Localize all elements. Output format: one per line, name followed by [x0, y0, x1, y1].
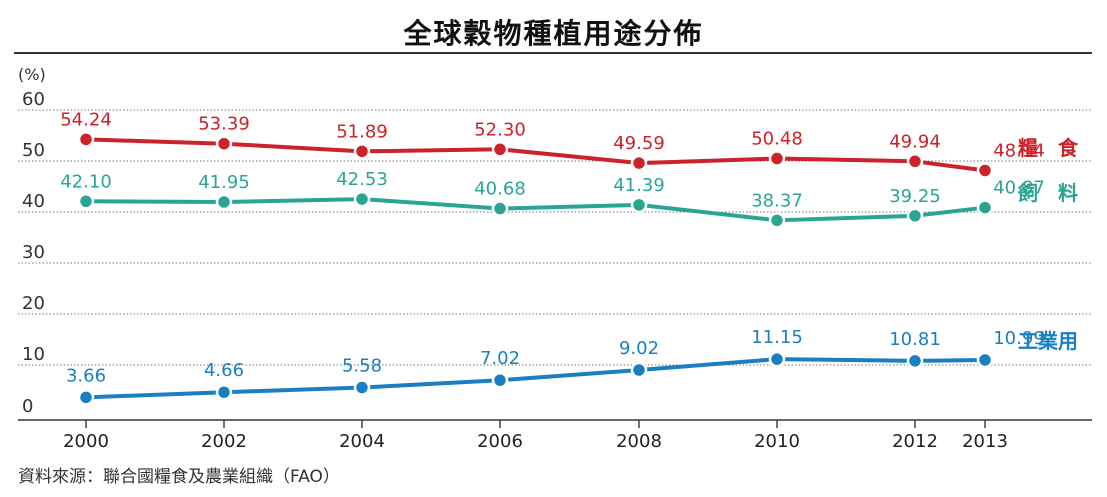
data-point-feed — [630, 196, 648, 214]
series-name-food: 糧 食 — [1018, 136, 1079, 160]
series-name-industrial: 工業用 — [1018, 329, 1078, 353]
data-label-industrial: 9.02 — [619, 338, 659, 359]
data-label-industrial: 5.58 — [342, 356, 382, 377]
data-label-industrial: 3.66 — [66, 365, 106, 386]
data-label-food: 52.30 — [474, 119, 526, 140]
x-tick-label: 2008 — [616, 431, 662, 452]
data-label-food: 48.14 — [993, 140, 1045, 161]
x-tick-label: 2013 — [962, 431, 1008, 452]
data-point-industrial — [768, 350, 786, 368]
data-point-food — [906, 153, 924, 170]
data-label-food: 49.94 — [889, 131, 941, 152]
data-label-food: 53.39 — [198, 114, 250, 135]
data-label-food: 51.89 — [336, 121, 388, 142]
y-axis-unit: (%) — [18, 65, 46, 84]
y-tick-label: 60 — [22, 89, 45, 110]
data-point-feed — [215, 193, 233, 211]
series-line-feed — [84, 197, 987, 223]
x-tick-label: 2006 — [477, 431, 523, 452]
data-point-industrial — [976, 351, 994, 369]
data-label-industrial: 11.15 — [751, 327, 803, 348]
data-point-industrial — [77, 389, 95, 406]
data-label-industrial: 7.02 — [480, 348, 520, 369]
x-tick-label: 2000 — [63, 431, 109, 452]
data-label-feed: 41.95 — [198, 172, 250, 193]
x-tick-label: 2010 — [754, 431, 800, 452]
data-label-feed: 40.87 — [993, 178, 1045, 199]
data-point-industrial — [215, 383, 233, 401]
data-label-feed: 40.68 — [474, 179, 526, 200]
data-label-food: 49.59 — [613, 133, 665, 154]
data-point-food — [491, 141, 509, 158]
chart-title: 全球穀物種植用途分佈 — [403, 17, 704, 50]
source-note: 資料來源：聯合國糧食及農業組織（FAO） — [18, 467, 340, 487]
data-label-feed: 42.10 — [60, 171, 112, 192]
series-line-food — [84, 137, 987, 173]
data-point-feed — [353, 190, 371, 208]
data-point-feed — [976, 199, 994, 216]
data-label-industrial: 10.81 — [889, 329, 941, 350]
y-tick-label: 50 — [22, 140, 45, 161]
data-point-food — [353, 143, 371, 160]
series-line-industrial — [84, 357, 987, 400]
y-tick-label: 0 — [22, 396, 33, 417]
x-tick-label: 2004 — [339, 431, 385, 452]
data-point-feed — [906, 207, 924, 225]
data-label-feed: 42.53 — [336, 169, 388, 190]
data-point-industrial — [906, 352, 924, 370]
y-tick-label: 10 — [22, 344, 45, 365]
x-tick-label: 2012 — [892, 431, 938, 452]
data-label-feed: 41.39 — [613, 175, 665, 196]
data-point-feed — [77, 193, 95, 210]
data-point-industrial — [630, 361, 648, 379]
data-point-food — [630, 154, 648, 172]
data-point-food — [215, 135, 233, 152]
data-label-feed: 39.25 — [889, 186, 941, 207]
title-rule — [14, 52, 1092, 54]
data-point-industrial — [353, 379, 371, 396]
data-label-feed: 38.37 — [751, 190, 803, 211]
data-point-feed — [768, 212, 786, 229]
series-name-feed: 飼 料 — [1017, 181, 1078, 205]
data-point-food — [976, 162, 994, 179]
data-label-food: 54.24 — [60, 109, 112, 130]
data-label-food: 50.48 — [751, 129, 803, 150]
x-tick-label: 2002 — [201, 431, 247, 452]
data-point-industrial — [491, 371, 509, 389]
y-tick-label: 30 — [22, 242, 45, 263]
data-label-industrial: 4.66 — [204, 360, 244, 381]
y-tick-label: 20 — [22, 293, 45, 314]
y-tick-label: 40 — [22, 191, 45, 212]
data-point-food — [768, 150, 786, 167]
data-point-feed — [491, 200, 509, 217]
data-label-industrial: 10.99 — [993, 328, 1045, 349]
data-point-food — [77, 131, 95, 148]
